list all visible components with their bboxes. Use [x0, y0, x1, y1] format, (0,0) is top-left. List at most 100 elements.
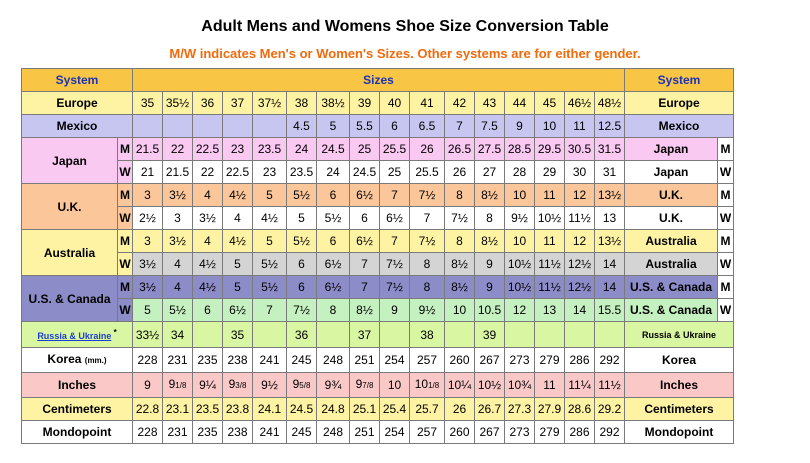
size-cell: 6½	[222, 298, 253, 322]
size-cell: 21	[132, 160, 163, 184]
size-cell: 3	[132, 183, 163, 207]
size-cell	[252, 114, 287, 138]
size-cell: 6	[192, 298, 223, 322]
size-cell: 7½	[379, 252, 410, 276]
size-cell: 5	[222, 275, 253, 299]
size-cell: 273	[504, 347, 535, 373]
size-cell: 29	[534, 160, 565, 184]
shoe-size-table: System Sizes System Europe 35 35½ 36 37 37½ 38…	[21, 68, 734, 444]
size-cell: 36	[192, 91, 223, 115]
size-cell: 4½	[252, 206, 287, 230]
size-cell: 279	[534, 347, 565, 373]
size-cell: 37	[349, 321, 380, 348]
size-cell: 2½	[132, 206, 163, 230]
size-cell: 4.5	[286, 114, 317, 138]
system-header-left: System	[21, 68, 133, 92]
row-u-k-w: W 2½ 3 3½ 4 4½ 5 5½ 6 6½ 7 7½ 8 9½ 10½ 11½ 13 U.K. W	[22, 206, 734, 230]
row-label-right: Japan	[624, 160, 718, 184]
size-cell: 8	[444, 229, 475, 253]
row-u-s-canada-m: U.S. & Canada M 3½ 4 4½ 5 5½ 6 6½ 7 7½ 8 8½ 9 10½ 11½ 12…	[21, 275, 734, 322]
size-cell: 238	[222, 420, 253, 444]
size-cell: 13	[534, 298, 565, 322]
size-cell: 40	[379, 91, 410, 115]
row-japan-w: W 21 21.5 22 22.5 23 23.5 24 24.5 25 25.5 26 27 28 29 3…	[22, 160, 734, 184]
size-cell: 9	[474, 275, 505, 299]
size-cell: 3½	[162, 183, 193, 207]
size-cell: 4½	[192, 275, 223, 299]
size-cell: 10½	[504, 252, 535, 276]
size-cell: 31	[594, 160, 625, 184]
size-cell: 13	[594, 206, 625, 230]
size-cell: 30	[564, 160, 595, 184]
size-cell: 23.5	[252, 137, 287, 161]
size-cell: 24.5	[316, 137, 350, 161]
size-cell: 8½	[444, 252, 475, 276]
size-cell: 9¾	[316, 372, 350, 398]
row-label-right: Australia	[624, 229, 718, 253]
row-u-k-m: U.K. M 3 3½ 4 4½ 5 5½ 6 6½ 7 7½ 8 8½ 10 11 12 13½ U.K. M	[21, 183, 734, 230]
size-cell: 24	[286, 137, 317, 161]
size-cell: 25	[349, 137, 380, 161]
size-cell: 7	[379, 229, 410, 253]
row-australia-w: W 3½ 4 4½ 5 5½ 6 6½ 7 7½ 8 8½ 9 10½ 11½ 12½ 14 Australia W	[22, 252, 734, 276]
size-cell: 21.5	[132, 137, 163, 161]
size-cell: 260	[444, 420, 475, 444]
row-label-unit: (mm.)	[84, 356, 107, 365]
size-cell: 9½	[504, 206, 535, 230]
size-cell: 48½	[594, 91, 625, 115]
size-cell: 97/8	[349, 372, 380, 398]
size-cell: 9½	[409, 298, 445, 322]
size-cell: 35	[132, 91, 163, 115]
gender-marker-right: M	[717, 183, 734, 207]
size-cell: 238	[222, 347, 253, 373]
size-cell: 23	[222, 137, 253, 161]
size-cell: 4½	[192, 252, 223, 276]
size-cell: 8	[409, 252, 445, 276]
sizes-header: Sizes	[132, 68, 625, 92]
header-row: System Sizes System	[21, 68, 734, 92]
size-cell: 257	[409, 420, 445, 444]
row-label-left: Russia & Ukraine *	[21, 321, 133, 348]
size-cell: 235	[192, 420, 223, 444]
size-cell: 7½	[409, 229, 445, 253]
gender-marker: W	[117, 160, 133, 184]
size-cell: 248	[316, 420, 350, 444]
size-cell: 7½	[444, 206, 475, 230]
row-label-left: Australia	[21, 229, 118, 276]
size-cell: 245	[286, 420, 317, 444]
row-label-left: Inches	[21, 372, 133, 398]
gender-marker: W	[117, 206, 133, 230]
gender-marker: M	[117, 137, 133, 161]
size-cell: 8	[409, 275, 445, 299]
size-cell: 5	[222, 252, 253, 276]
gender-marker: M	[117, 183, 133, 207]
size-cell: 231	[162, 420, 193, 444]
page-subtitle: M/W indicates Men's or Women's Sizes. Ot…	[169, 46, 641, 61]
size-cell: 228	[132, 420, 163, 444]
size-cell: 8½	[349, 298, 380, 322]
russia-ukraine-link[interactable]: Russia & Ukraine	[37, 331, 112, 341]
size-cell: 25.4	[379, 397, 410, 421]
size-cell: 26.7	[474, 397, 505, 421]
size-cell: 5½	[252, 252, 287, 276]
size-cell: 260	[444, 347, 475, 373]
row-label-right: Australia	[624, 252, 718, 276]
row-japan-m: Japan M 21.5 22 22.5 23 23.5 24 24.5 25 25.5 26 26.5…	[21, 137, 734, 184]
size-cell: 10½	[534, 206, 565, 230]
size-cell: 3½	[132, 275, 163, 299]
row-label-left: U.S. & Canada	[21, 275, 118, 322]
row-label-right: Centimeters	[624, 397, 734, 421]
gender-marker-right: M	[717, 275, 734, 299]
size-cell: 5½	[316, 206, 350, 230]
size-cell: 7	[252, 298, 287, 322]
size-cell: 24.5	[286, 397, 317, 421]
size-cell: 15.5	[594, 298, 625, 322]
size-cell: 7½	[409, 183, 445, 207]
gender-marker-right: M	[717, 229, 734, 253]
size-cell: 25.1	[349, 397, 380, 421]
size-cell: 10	[504, 183, 535, 207]
size-cell: 241	[252, 347, 287, 373]
size-cell: 10¼	[444, 372, 475, 398]
gender-marker-right: W	[717, 252, 734, 276]
row-label-left: Europe	[21, 91, 133, 115]
